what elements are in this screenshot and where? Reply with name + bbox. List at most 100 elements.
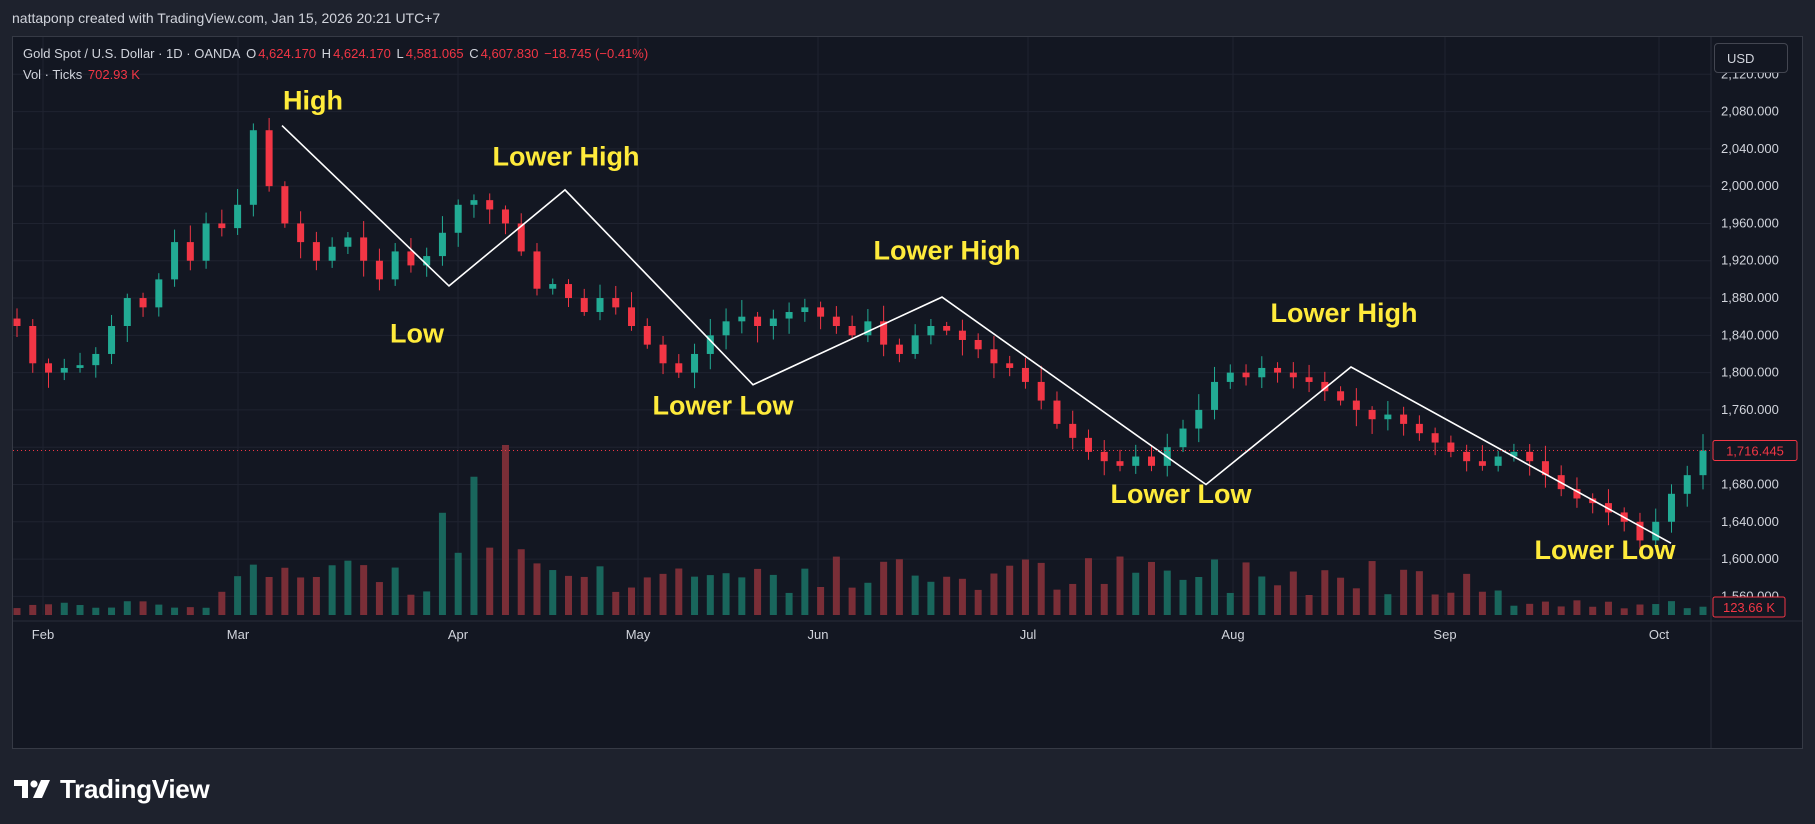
candle-body — [1211, 381, 1219, 410]
volume-bar — [706, 575, 714, 615]
candle-body — [281, 186, 289, 224]
volume-bar — [1211, 559, 1219, 615]
candle-body — [1289, 372, 1297, 378]
last-volume-label: 123.66 K — [1723, 600, 1775, 615]
volume-bar — [549, 570, 557, 615]
volume-bar — [675, 568, 683, 615]
volume-bar — [1384, 594, 1392, 615]
candle-body — [1148, 456, 1156, 466]
candle-body — [1699, 450, 1707, 476]
volume-bar — [454, 552, 462, 615]
volume-bar — [470, 476, 478, 615]
chart-panel[interactable]: 2,120.000 2,080.000 2,040.000 2,000.000 1,96… — [12, 36, 1803, 749]
candle-body — [754, 316, 762, 326]
volume-bar — [234, 576, 242, 615]
volume-bar — [1667, 601, 1675, 615]
candle-body — [974, 339, 982, 350]
candle-body — [486, 200, 494, 210]
volume-bar — [1226, 592, 1234, 615]
candle-body — [1037, 381, 1045, 401]
time-tick-label: Feb — [32, 627, 54, 642]
candle-body — [817, 307, 825, 317]
candle-body — [328, 246, 336, 261]
last-price-label: 1,716.445 — [1726, 444, 1784, 459]
volume-bar — [76, 605, 84, 615]
volume-bar — [832, 556, 840, 615]
volume-bar — [801, 568, 809, 615]
candle-body — [1447, 442, 1455, 452]
candle-body — [1258, 367, 1266, 378]
candle-body — [533, 251, 541, 289]
volume-bar — [864, 582, 872, 615]
candle-body — [1069, 423, 1077, 438]
volume-bar — [123, 601, 131, 615]
volume-bar — [895, 559, 903, 615]
candle-body — [501, 209, 509, 224]
volume-bar — [1620, 608, 1628, 615]
candle-body — [234, 204, 242, 229]
candle-body — [407, 251, 415, 266]
price-tick-label: 1,600.000 — [1721, 551, 1779, 566]
volume-bar — [13, 608, 21, 615]
price-tick-label: 1,960.000 — [1721, 215, 1779, 230]
volume-bar — [1415, 571, 1423, 615]
candle-body — [1053, 400, 1061, 424]
candle-body — [691, 353, 699, 373]
volume-bar — [659, 573, 667, 615]
volume-bar — [202, 607, 210, 615]
volume-bar — [612, 591, 620, 615]
volume-bar — [1100, 583, 1108, 615]
candle-body — [438, 232, 446, 257]
volume-bar — [958, 578, 966, 615]
candle-body — [1415, 423, 1423, 434]
volume-bar — [517, 549, 525, 615]
candle-body — [1305, 377, 1313, 382]
symbol-title[interactable]: Gold Spot / U.S. Dollar · 1D · OANDA — [23, 46, 241, 61]
volume-bar — [1589, 606, 1597, 615]
volume-bar — [391, 567, 399, 615]
volume-bar — [1526, 603, 1534, 615]
candle-body — [643, 326, 651, 345]
volume-bar — [407, 594, 415, 615]
volume-bar — [1699, 606, 1707, 615]
candle-body — [1021, 367, 1029, 382]
volume-bar — [1557, 606, 1565, 615]
footer-brand: TradingView — [60, 773, 210, 804]
candle-body — [108, 326, 116, 354]
swing-trend-line — [281, 124, 1672, 544]
candle-body — [1274, 367, 1282, 373]
candle-body — [1116, 461, 1124, 466]
currency-button[interactable]: USD — [1714, 43, 1788, 73]
volume-bar — [1179, 579, 1187, 615]
volume-bar — [108, 607, 116, 615]
candle-body — [391, 251, 399, 280]
candle-body — [1226, 372, 1234, 382]
annotation-label: Lower Low — [653, 390, 795, 420]
candle-body — [76, 365, 84, 368]
volume-bar — [501, 445, 509, 615]
annotation-label: Lower High — [493, 141, 640, 171]
volume-bar — [423, 591, 431, 615]
volume-bar — [265, 576, 273, 615]
volume-bar — [1258, 576, 1266, 615]
last-price-badge — [1712, 440, 1798, 462]
candle-body — [1667, 493, 1675, 522]
volume-label[interactable]: Vol · Ticks — [23, 67, 83, 82]
volume-bar — [92, 607, 100, 615]
volume-bar — [738, 577, 746, 615]
candle-body — [628, 307, 636, 326]
volume-bar — [1021, 559, 1029, 615]
volume-bar — [139, 601, 147, 615]
candle-body — [659, 344, 667, 364]
candle-body — [423, 256, 431, 266]
volume-bar — [1069, 583, 1077, 615]
volume-bar — [911, 575, 919, 615]
price-chart[interactable]: 2,120.0002,080.0002,040.0002,000.0001,96… — [13, 37, 1802, 748]
volume-bar — [1683, 608, 1691, 615]
price-tick-label: 1,840.000 — [1721, 327, 1779, 342]
candle-body — [1478, 461, 1486, 466]
volume-bar — [596, 566, 604, 615]
ohlc-legend: Gold Spot / U.S. Dollar · 1D · OANDA O 4,… — [23, 46, 650, 61]
attribution-text: nattaponp created with TradingView.com, … — [12, 10, 441, 26]
low-label: L — [396, 46, 404, 61]
